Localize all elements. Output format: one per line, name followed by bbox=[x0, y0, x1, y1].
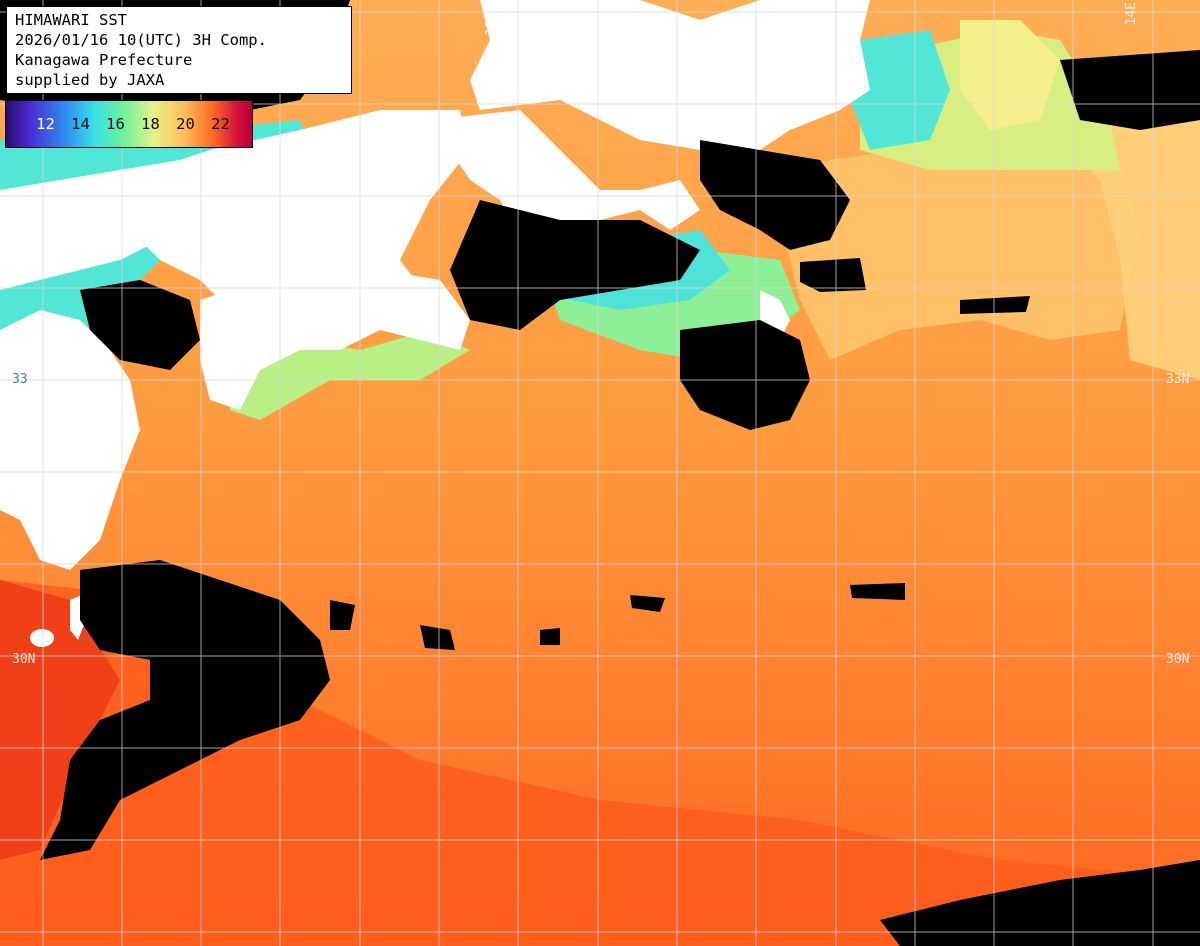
shikoku-land bbox=[200, 270, 470, 410]
lat-label-30n-right: 30N bbox=[1166, 652, 1190, 667]
legend-tick-12: 12 bbox=[36, 115, 55, 133]
lon-label-136e: 136E bbox=[484, 4, 499, 36]
cloud-mid-5 bbox=[420, 625, 455, 650]
coastal-yellow-ne bbox=[960, 20, 1060, 130]
kii-land bbox=[430, 110, 700, 240]
cloud-mid-4 bbox=[330, 600, 355, 630]
cloud-mid-3 bbox=[800, 258, 866, 292]
legend-tick-16: 16 bbox=[106, 115, 125, 133]
temperature-color-legend: 12 14 16 18 20 22 bbox=[5, 100, 253, 148]
data-credit: supplied by JAXA bbox=[15, 71, 165, 89]
warm-water-sw bbox=[0, 580, 1200, 946]
lat-label-33n-right: 33N bbox=[1166, 372, 1190, 387]
cool-band-east bbox=[1040, 110, 1200, 380]
cloud-east-strip bbox=[960, 296, 1030, 314]
warm-water-west bbox=[0, 580, 120, 860]
cloud-honshu-south bbox=[700, 140, 850, 250]
cloud-kii-south bbox=[680, 320, 810, 430]
cloud-shikoku-sw bbox=[80, 280, 200, 370]
lat-label-33-left: 33 bbox=[12, 372, 28, 387]
region-name: Kanagawa Prefecture bbox=[15, 51, 193, 69]
cloud-west bbox=[40, 560, 330, 860]
lon-label-14e: 14E bbox=[1124, 2, 1139, 26]
cloud-kii-bay bbox=[450, 200, 700, 330]
cloud-mid-6 bbox=[630, 595, 665, 612]
cloud-mid-1 bbox=[850, 583, 905, 600]
yakushima-land bbox=[30, 629, 54, 647]
cool-band-north bbox=[760, 140, 1140, 360]
lat-label-30n-left: 30N bbox=[12, 652, 36, 667]
kyushu-land bbox=[0, 310, 140, 570]
info-box: HIMAWARI SST 2026/01/16 10(UTC) 3H Comp.… bbox=[6, 6, 352, 94]
chugoku-land bbox=[0, 160, 220, 290]
observation-time: 2026/01/16 10(UTC) 3H Comp. bbox=[15, 31, 267, 49]
legend-tick-18: 18 bbox=[141, 115, 160, 133]
legend-tick-14: 14 bbox=[71, 115, 90, 133]
cloud-ne bbox=[1060, 50, 1200, 130]
product-title: HIMAWARI SST bbox=[15, 11, 127, 29]
honshu-land bbox=[120, 0, 870, 330]
coastal-cyan-ne bbox=[850, 30, 950, 150]
cloud-bottom-right bbox=[880, 860, 1200, 946]
cloud-mid-2 bbox=[540, 628, 560, 645]
legend-tick-22: 22 bbox=[211, 115, 230, 133]
legend-tick-20: 20 bbox=[176, 115, 195, 133]
